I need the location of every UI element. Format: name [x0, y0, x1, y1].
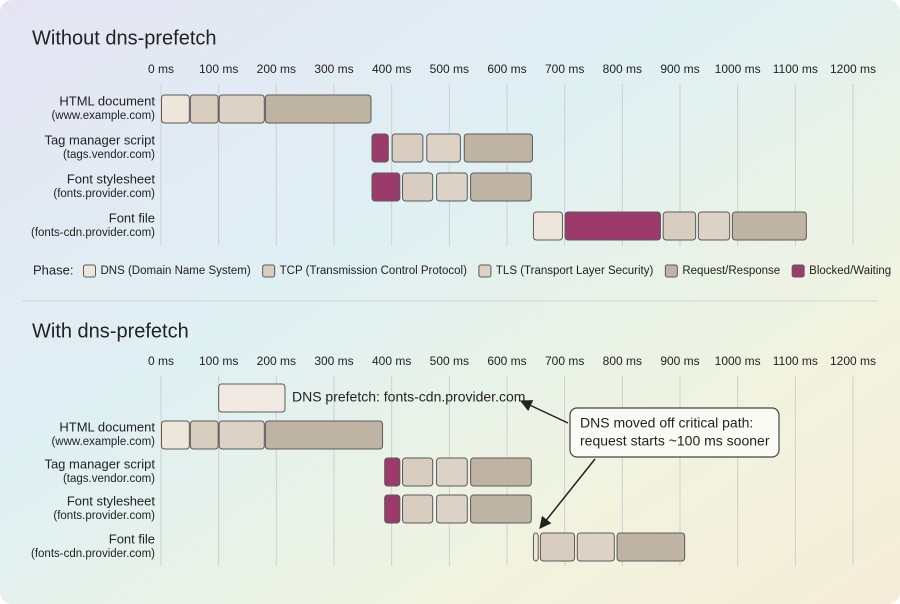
prefetch-bar [218, 383, 286, 413]
phase-bar [384, 457, 401, 487]
x-tick-label: 1100 ms [773, 62, 818, 76]
legend-label: Request/Response [682, 265, 780, 277]
x-tick-label: 700 ms [545, 62, 584, 76]
x-tick-label: 600 ms [487, 62, 526, 76]
phase-bar [470, 494, 532, 524]
callout-text: request starts ~100 ms sooner [580, 433, 770, 449]
phase-bar [391, 133, 424, 163]
x-tick-label: 400 ms [372, 62, 411, 76]
row-sublabel: (fonts-cdn.provider.com) [31, 227, 155, 239]
callout-arrow [539, 458, 596, 529]
phase-bar [731, 211, 807, 241]
x-tick-label: 600 ms [487, 354, 526, 368]
legend-swatch [791, 264, 805, 278]
phase-bar [218, 94, 265, 124]
callout-arrow [519, 400, 569, 424]
legend-label: TLS (Transport Layer Security) [496, 265, 654, 277]
phase-bar [539, 532, 576, 562]
x-tick-label: 500 ms [430, 354, 469, 368]
phase-bar [697, 211, 731, 241]
phase-bar [264, 94, 372, 124]
x-tick-label: 200 ms [257, 62, 296, 76]
x-tick-label: 100 ms [199, 62, 238, 76]
row-sublabel: (tags.vendor.com) [63, 473, 155, 485]
legend-label: DNS (Domain Name System) [100, 265, 250, 277]
row-label: Font file [109, 531, 155, 546]
x-tick-label: 100 ms [199, 354, 238, 368]
phase-bar [662, 211, 697, 241]
legend-title: Phase: [33, 262, 73, 277]
x-tick-label: 1000 ms [715, 354, 761, 368]
phase-bar [532, 211, 563, 241]
phase-bar [189, 94, 219, 124]
phase-bar [371, 172, 401, 202]
x-tick-label: 0 ms [148, 354, 174, 368]
legend-swatch [82, 264, 96, 278]
phase-bar [470, 172, 532, 202]
row-sublabel: (www.example.com) [51, 110, 155, 122]
row-label: Font stylesheet [67, 171, 156, 186]
phase-bar [161, 420, 190, 450]
x-tick-label: 1200 ms [830, 354, 876, 368]
phase-bar [616, 532, 686, 562]
legend-swatch [664, 264, 678, 278]
phase-bar [161, 94, 190, 124]
legend-label: Blocked/Waiting [809, 265, 891, 277]
x-tick-label: 800 ms [603, 354, 642, 368]
panel-title: Without dns-prefetch [32, 27, 217, 49]
x-tick-label: 1000 ms [715, 62, 761, 76]
phase-bar [576, 532, 615, 562]
row-sublabel: (fonts-cdn.provider.com) [31, 548, 155, 560]
phase-bar [436, 172, 468, 202]
row-label: HTML document [59, 93, 155, 108]
row-label: HTML document [59, 419, 155, 434]
phase-bar [532, 532, 539, 562]
callout-text: DNS moved off critical path: [580, 415, 753, 431]
row-label: Font stylesheet [67, 493, 156, 508]
row-label: Tag manager script [44, 132, 155, 147]
x-tick-label: 400 ms [372, 354, 411, 368]
legend-swatch [262, 264, 276, 278]
x-tick-label: 1100 ms [773, 354, 818, 368]
x-tick-label: 300 ms [314, 62, 353, 76]
x-tick-label: 0 ms [148, 62, 174, 76]
x-tick-label: 500 ms [430, 62, 469, 76]
phase-bar [436, 457, 468, 487]
row-sublabel: (tags.vendor.com) [63, 149, 155, 161]
x-tick-label: 200 ms [257, 354, 296, 368]
phase-bar [402, 172, 434, 202]
row-sublabel: (www.example.com) [51, 436, 155, 448]
phase-bar [470, 457, 532, 487]
row-sublabel: (fonts.provider.com) [53, 188, 155, 200]
row-sublabel: (fonts.provider.com) [53, 510, 155, 522]
phase-bar [436, 494, 468, 524]
x-tick-label: 300 ms [314, 354, 353, 368]
row-label: Tag manager script [44, 456, 155, 471]
row-label: Font file [109, 210, 155, 225]
callout-box [569, 407, 780, 458]
x-tick-label: 700 ms [545, 354, 584, 368]
phase-bar [463, 133, 533, 163]
x-tick-label: 800 ms [603, 62, 642, 76]
prefetch-label: DNS prefetch: fonts-cdn.provider.com [292, 389, 525, 405]
phase-bar [218, 420, 265, 450]
panel-title: With dns-prefetch [32, 320, 189, 342]
phase-bar [402, 457, 434, 487]
phase-bar [264, 420, 384, 450]
phase-bar [189, 420, 219, 450]
x-tick-label: 900 ms [660, 62, 699, 76]
phase-bar [384, 494, 401, 524]
phase-bar [402, 494, 434, 524]
phase-bar [371, 133, 389, 163]
legend-label: TCP (Transmission Control Protocol) [280, 265, 467, 277]
phase-bar [564, 211, 661, 241]
legend-swatch [478, 264, 492, 278]
x-tick-label: 1200 ms [830, 62, 876, 76]
phase-bar [426, 133, 461, 163]
x-tick-label: 900 ms [660, 354, 699, 368]
